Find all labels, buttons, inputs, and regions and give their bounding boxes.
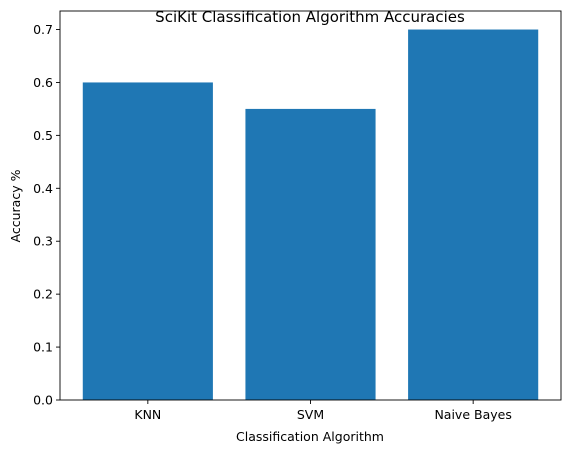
y-tick-label: 0.2 — [33, 287, 53, 302]
x-tick-label: Naive Bayes — [434, 407, 511, 422]
bar-naive-bayes — [408, 29, 539, 401]
x-tick-label: KNN — [134, 407, 161, 422]
x-tick-label: SVM — [297, 407, 324, 422]
chart-title: SciKit Classification Algorithm Accuraci… — [155, 8, 465, 26]
bar-svm — [245, 108, 376, 401]
y-tick-label: 0.6 — [33, 75, 53, 90]
y-tick-label: 0.3 — [33, 234, 53, 249]
x-axis-ticks: KNN SVM Naive Bayes — [134, 400, 512, 422]
bar-knn — [82, 82, 213, 401]
bars-group — [82, 29, 539, 401]
plot-frame — [59, 10, 562, 401]
y-tick-label: 0.5 — [33, 128, 53, 143]
y-tick-label: 0.4 — [33, 181, 53, 196]
y-tick-label: 0.0 — [33, 393, 53, 408]
x-axis-label: Classification Algorithm — [236, 429, 384, 444]
y-axis-ticks: 0.0 0.1 0.2 0.3 0.4 0.5 0.6 0.7 — [33, 22, 60, 408]
y-tick-label: 0.1 — [33, 340, 53, 355]
y-tick-label: 0.7 — [33, 22, 53, 37]
y-axis-label: Accuracy % — [8, 169, 23, 242]
